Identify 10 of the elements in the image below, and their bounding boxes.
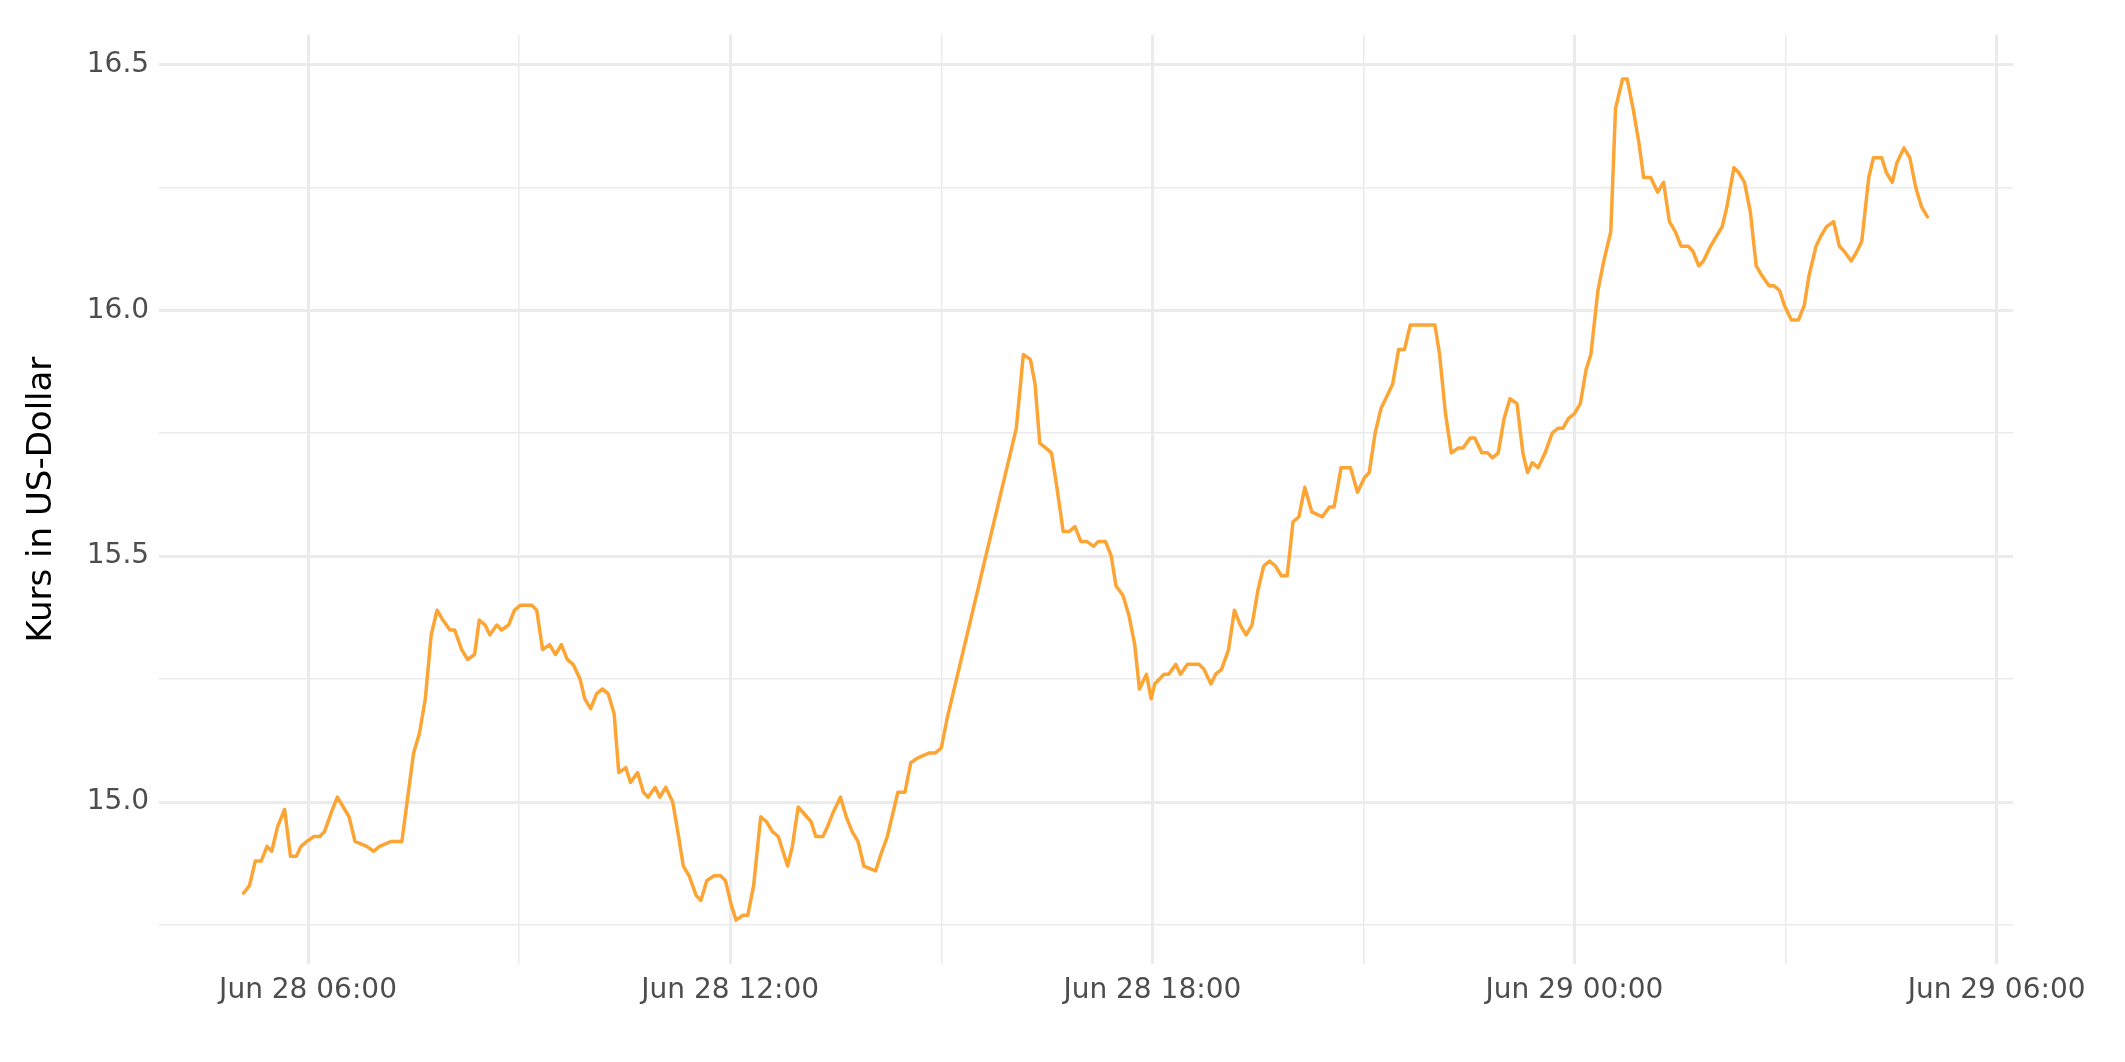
x-tick-label: Jun 28 06:00 — [217, 972, 397, 1006]
y-tick-label: 15.5 — [86, 537, 150, 571]
x-tick-label: Jun 28 12:00 — [639, 972, 820, 1006]
y-tick-label: 16.5 — [86, 45, 150, 79]
x-tick-label: Jun 28 18:00 — [1061, 972, 1242, 1006]
x-tick-label: Jun 29 06:00 — [1905, 972, 2086, 1006]
y-axis-title: Kurs in US-Dollar — [19, 356, 60, 643]
y-tick-label: 16.0 — [86, 291, 150, 325]
x-tick-label: Jun 29 00:00 — [1483, 972, 1664, 1006]
y-tick-label: 15.0 — [86, 783, 150, 817]
